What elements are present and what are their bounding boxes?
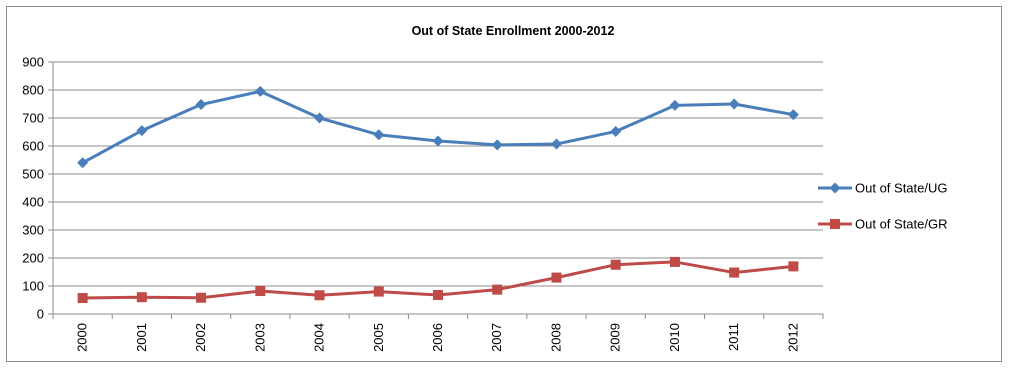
data-point <box>669 99 681 111</box>
data-point <box>610 259 621 270</box>
legend-label: Out of State/UG <box>855 181 948 196</box>
data-point <box>610 125 622 137</box>
data-point <box>787 109 799 121</box>
data-point <box>373 286 384 297</box>
data-point <box>136 125 148 137</box>
xtick-label: 2002 <box>193 323 208 352</box>
data-point <box>77 157 89 169</box>
xtick-label: 2012 <box>785 323 800 352</box>
ytick-label: 600 <box>22 139 44 154</box>
data-point <box>550 138 562 150</box>
xtick-label: 2011 <box>726 323 741 351</box>
data-point <box>314 290 325 301</box>
data-point <box>314 112 326 124</box>
xtick-label: 2008 <box>548 323 563 352</box>
ytick-label: 300 <box>22 223 44 238</box>
data-point <box>433 289 443 300</box>
xtick-label: 2001 <box>134 323 149 352</box>
data-point <box>254 85 266 97</box>
series-layer <box>77 85 799 304</box>
series-2 <box>77 256 799 304</box>
y-axis-ticks: 0 100 200 300 400 500 600 700 800 900 <box>22 55 44 322</box>
xtick-label: 2000 <box>75 323 90 352</box>
series-1 <box>77 85 799 169</box>
ytick-label: 0 <box>37 307 44 322</box>
ytick-label: 100 <box>22 279 44 294</box>
chart-title: Out of State Enrollment 2000-2012 <box>412 24 615 38</box>
data-point <box>373 129 385 141</box>
xtick-label: 2010 <box>667 323 682 352</box>
data-point <box>788 261 799 272</box>
ytick-label: 500 <box>22 167 44 182</box>
x-axis-ticks: 2000 2001 2002 2003 2004 2005 2006 2007 2008 2009… <box>52 314 824 352</box>
xtick-label: 2007 <box>489 323 504 352</box>
legend-marker <box>830 219 840 229</box>
legend-label: Out of State/GR <box>855 217 948 232</box>
data-point <box>491 139 503 151</box>
legend: Out of State/UG Out of State/GR <box>818 181 948 232</box>
data-point <box>136 292 147 303</box>
legend-item-2: Out of State/GR <box>818 217 948 232</box>
xtick-label: 2006 <box>430 323 445 352</box>
legend-item-1: Out of State/UG <box>818 181 948 196</box>
ytick-label: 800 <box>22 83 44 98</box>
data-point <box>432 135 444 147</box>
ytick-label: 400 <box>22 195 44 210</box>
data-point <box>669 256 680 267</box>
data-point <box>729 267 740 278</box>
ytick-label: 700 <box>22 111 44 126</box>
ytick-label: 900 <box>22 55 44 70</box>
gridlines <box>48 61 823 315</box>
data-point <box>196 292 207 303</box>
xtick-label: 2005 <box>371 323 386 352</box>
data-point <box>255 286 266 297</box>
data-point <box>77 293 88 304</box>
legend-marker <box>829 182 841 194</box>
series-line <box>81 89 794 165</box>
data-point <box>195 99 207 111</box>
ytick-label: 200 <box>22 251 44 266</box>
xtick-label: 2009 <box>608 323 623 352</box>
data-point <box>551 272 562 283</box>
data-point <box>728 98 740 110</box>
xtick-label: 2004 <box>312 323 327 352</box>
data-point <box>492 284 503 295</box>
xtick-label: 2003 <box>252 323 267 352</box>
